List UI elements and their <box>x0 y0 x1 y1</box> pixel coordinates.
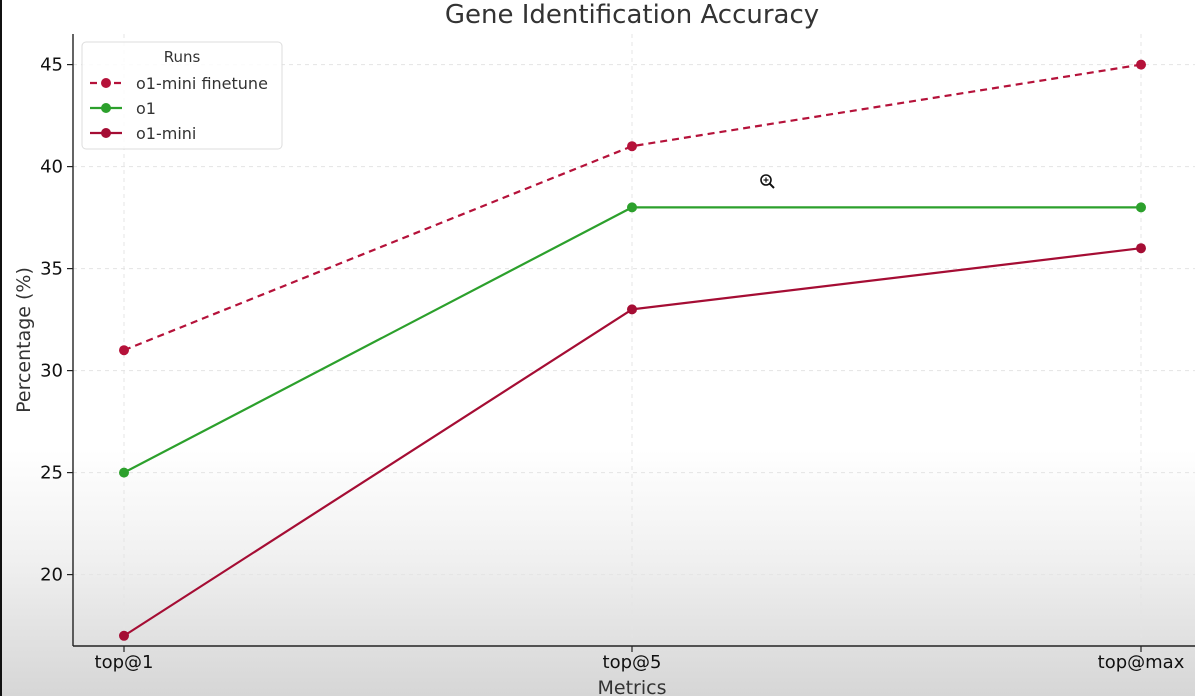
y-tick-label: 45 <box>40 55 63 76</box>
y-tick-label: 20 <box>40 565 63 586</box>
x-ticks: top@1 top@5 top@max <box>95 646 1185 673</box>
data-point <box>627 202 637 213</box>
data-point <box>1136 59 1146 70</box>
x-axis-label: Metrics <box>598 677 667 696</box>
data-point <box>119 630 129 641</box>
legend-label: o1 <box>136 99 156 118</box>
legend-box <box>81 41 283 150</box>
axes <box>72 34 1195 647</box>
x-tick-label: top@5 <box>603 652 662 673</box>
legend-marker <box>101 78 111 88</box>
data-point <box>119 467 129 478</box>
y-tick-label: 30 <box>40 361 63 382</box>
data-point <box>1136 243 1146 254</box>
legend-label: o1-mini <box>136 124 196 143</box>
y-axis-label: Percentage (%) <box>13 267 35 413</box>
x-tick-label: top@max <box>1098 652 1185 673</box>
legend-marker <box>101 128 111 138</box>
series-lines <box>119 59 1146 641</box>
data-point <box>1136 202 1146 213</box>
legend: Runs o1-mini finetune o1 o1-mini <box>81 41 283 150</box>
legend-title: Runs <box>164 48 201 66</box>
x-tick-label: top@1 <box>95 652 154 673</box>
y-ticks: 20 25 30 35 40 45 <box>40 55 73 586</box>
zoom-in-icon <box>760 174 775 189</box>
y-tick-label: 40 <box>40 157 63 178</box>
y-tick-label: 25 <box>40 463 63 484</box>
y-tick-label: 35 <box>40 259 63 280</box>
legend-marker <box>101 103 111 113</box>
data-point <box>627 141 637 152</box>
data-point <box>627 304 637 315</box>
chart-title: Gene Identification Accuracy <box>445 0 819 30</box>
data-point <box>119 345 129 356</box>
series-line-0 <box>123 63 1142 352</box>
legend-entries: o1-mini finetune o1 o1-mini <box>90 74 268 143</box>
window-left-edge <box>0 0 2 696</box>
legend-label: o1-mini finetune <box>136 74 268 93</box>
